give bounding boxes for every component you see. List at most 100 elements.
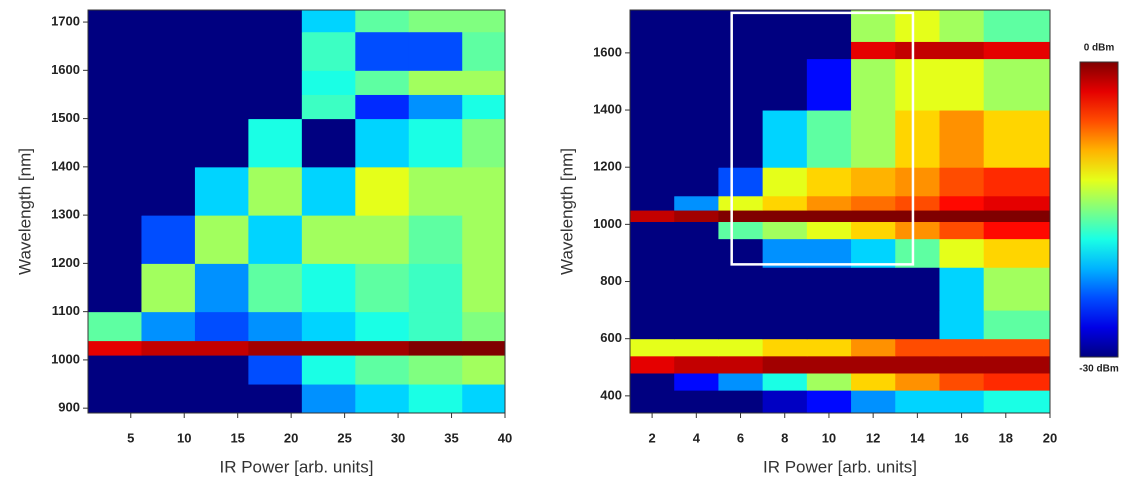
heatmap-cell — [895, 221, 940, 240]
heatmap-cell — [939, 210, 985, 223]
heatmap-cell — [674, 267, 719, 311]
heatmap-cell — [718, 221, 764, 240]
x-tick-label: 20 — [284, 430, 298, 445]
heatmap-cell — [674, 195, 719, 211]
heatmap-cell — [301, 118, 356, 168]
y-tick-label: 600 — [600, 330, 622, 345]
heatmap-cell — [851, 195, 896, 211]
heatmap-cell — [355, 340, 410, 356]
heatmap-cell — [939, 41, 985, 60]
heatmap-cell — [895, 167, 940, 197]
heatmap-cell — [355, 263, 410, 313]
heatmap-cell — [674, 58, 719, 111]
heatmap-cell — [939, 390, 985, 414]
heatmap-cell — [939, 58, 985, 111]
heatmap-cell — [355, 10, 410, 33]
heatmap-cell — [630, 221, 675, 240]
heatmap-cell — [851, 338, 896, 357]
heatmap-cell — [895, 355, 940, 374]
heatmap-cell — [806, 167, 852, 197]
heatmap-cell — [718, 310, 764, 340]
heatmap-cell — [630, 41, 675, 60]
heatmap-cell — [248, 215, 303, 264]
heatmap-cell — [895, 41, 940, 60]
x-tick-label: 5 — [127, 430, 134, 445]
heatmap-cell — [762, 238, 808, 268]
heatmap-cell — [194, 384, 249, 414]
heatmap-cell — [408, 94, 463, 120]
heatmap-cell — [983, 10, 1051, 42]
heatmap-cell — [462, 10, 506, 33]
heatmap-cell — [983, 355, 1051, 374]
heatmap-cell — [674, 221, 719, 240]
heatmap-cell — [674, 167, 719, 197]
heatmap-cell — [762, 195, 808, 211]
heatmap-cell — [408, 166, 463, 216]
heatmap-cell — [141, 70, 196, 95]
y-tick-label: 1700 — [51, 14, 80, 29]
heatmap-cell — [895, 238, 940, 268]
x-tick-label: 30 — [391, 430, 405, 445]
heatmap-cell — [851, 355, 896, 374]
heatmap-cell — [248, 311, 303, 342]
heatmap-cell — [718, 372, 764, 391]
heatmap-cell — [88, 355, 142, 385]
heatmap-cell — [939, 195, 985, 211]
heatmap-cell — [630, 310, 675, 340]
heatmap-cell — [194, 31, 249, 71]
x-tick-label: 6 — [737, 430, 744, 445]
heatmap-cell — [939, 110, 985, 168]
y-tick-label: 1400 — [51, 158, 80, 173]
heatmap-cell — [141, 31, 196, 71]
heatmap-cell — [762, 390, 808, 414]
y-tick-label: 1200 — [51, 255, 80, 270]
heatmap-cell — [718, 110, 764, 168]
x-tick-label: 12 — [866, 430, 880, 445]
heatmap-cell — [983, 372, 1051, 391]
heatmap-cell — [851, 58, 896, 111]
heatmap-cell — [895, 110, 940, 168]
heatmap-cell — [851, 221, 896, 240]
heatmap-cell — [762, 221, 808, 240]
heatmap-cell — [895, 310, 940, 340]
heatmap-cell — [355, 215, 410, 264]
heatmap-cell — [141, 10, 196, 33]
heatmap-cell — [408, 31, 463, 71]
heatmap-cell — [408, 70, 463, 95]
heatmap-cell — [630, 238, 675, 268]
colorbar-label: 0 dBm — [1084, 43, 1115, 54]
heatmap-cell — [983, 210, 1051, 223]
heatmap-cell — [806, 267, 852, 311]
heatmap-cell — [806, 372, 852, 391]
heatmap-cell — [674, 210, 719, 223]
heatmap-cell — [718, 58, 764, 111]
heatmap-cell — [462, 340, 506, 356]
heatmap-cell — [248, 384, 303, 414]
heatmap-cell — [939, 167, 985, 197]
heatmap-cell — [194, 10, 249, 33]
plot-frame — [629, 9, 1051, 414]
heatmap-cell — [355, 70, 410, 95]
heatmap-cell — [248, 263, 303, 313]
heatmap-cell — [983, 167, 1051, 197]
heatmap-cell — [248, 31, 303, 71]
heatmap-cell — [806, 390, 852, 414]
heatmap-cell — [141, 263, 196, 313]
heatmap-cell — [674, 355, 719, 374]
heatmap-cell — [718, 355, 764, 374]
heatmap-cell — [88, 263, 142, 313]
heatmap-cell — [630, 267, 675, 311]
heatmap-cell — [851, 167, 896, 197]
heatmap-cell — [718, 338, 764, 357]
x-tick-label: 20 — [1043, 430, 1057, 445]
heatmap-cell — [806, 310, 852, 340]
y-tick-label: 1300 — [51, 207, 80, 222]
heatmap-cell — [194, 311, 249, 342]
heatmap-cell — [762, 355, 808, 374]
heatmap-cell — [301, 166, 356, 216]
heatmap-cell — [194, 70, 249, 95]
heatmap-cell — [408, 10, 463, 33]
heatmap-cell — [355, 94, 410, 120]
heatmap-cell — [88, 311, 142, 342]
heatmap-cell — [895, 338, 940, 357]
